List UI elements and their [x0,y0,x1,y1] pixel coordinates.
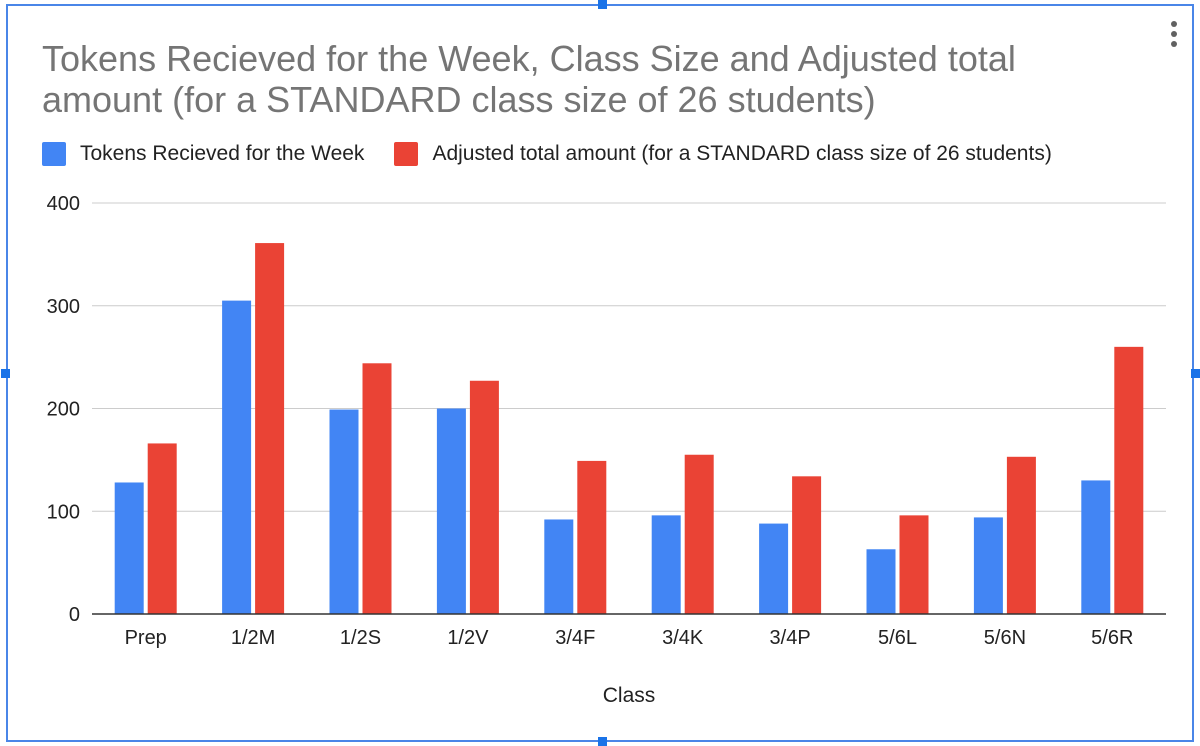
bar-series-1-3/4P[interactable] [759,523,789,614]
bar-series-1-Prep[interactable] [114,482,144,614]
x-axis-ticks: Prep 1/2M 1/2S 1/2V 3/4F 3/4K 3/4P 5/6L 5/6N 5/6R [125,627,1134,649]
y-tick-label: 100 [47,501,80,523]
x-axis-title: Class [603,684,656,707]
legend-label-series-2: Adjusted total amount (for a STANDARD cl… [432,142,1052,165]
legend-swatch-series-1 [42,142,66,166]
bar-series-2-5/6L[interactable] [899,515,929,614]
bar-series-2-5/6R[interactable] [1114,346,1144,614]
x-tick-label: 1/2V [447,627,489,649]
bar-series-2-5/6N[interactable] [1006,456,1036,614]
resize-handle-bottom[interactable] [598,737,607,746]
bars [114,243,1144,615]
bar-series-2-1/2S[interactable] [362,363,392,614]
y-tick-label: 200 [47,399,80,421]
bar-series-1-5/6L[interactable] [866,549,896,614]
bar-series-2-3/4F[interactable] [577,460,607,614]
bar-series-1-5/6N[interactable] [973,517,1003,614]
legend-item-series-2[interactable]: Adjusted total amount (for a STANDARD cl… [394,142,1052,166]
legend-item-series-1[interactable]: Tokens Recieved for the Week [42,142,364,166]
chart-title: Tokens Recieved for the Week, Class Size… [42,38,1016,120]
bar-series-2-Prep[interactable] [147,443,177,614]
chart-legend: Tokens Recieved for the Week Adjusted to… [42,140,1052,168]
bar-series-2-1/2M[interactable] [255,243,285,614]
y-tick-label: 300 [47,296,80,318]
bar-series-1-3/4K[interactable] [651,515,681,614]
x-tick-label: 1/2M [231,627,275,649]
x-tick-label: 5/6R [1091,627,1133,649]
gridlines [92,202,1166,512]
legend-label-series-1: Tokens Recieved for the Week [80,142,365,165]
y-axis-ticks: 0 100 200 300 400 [47,193,80,626]
x-tick-label: 3/4F [555,627,595,649]
chart-frame [6,4,1194,742]
bar-series-1-1/2M[interactable] [222,300,252,614]
x-tick-label: 5/6N [984,627,1026,649]
resize-handle-right[interactable] [1191,369,1200,378]
bar-series-1-3/4F[interactable] [544,519,574,614]
bar-series-1-1/2S[interactable] [329,409,359,614]
bar-series-2-3/4P[interactable] [792,476,822,614]
x-tick-label: 1/2S [340,627,381,649]
y-tick-label: 400 [47,193,80,215]
x-tick-label: 3/4P [770,627,811,649]
x-tick-label: 5/6L [878,627,917,649]
x-tick-label: 3/4K [662,627,704,649]
more-vert-icon[interactable] [1164,18,1184,52]
resize-handle-left[interactable] [1,369,10,378]
x-tick-label: Prep [125,627,167,649]
bar-series-2-3/4K[interactable] [684,454,714,614]
bar-series-1-5/6R[interactable] [1081,480,1111,614]
legend-swatch-series-2 [394,142,419,166]
y-tick-label: 0 [69,604,80,626]
bar-series-2-1/2V[interactable] [469,380,499,614]
bar-series-1-1/2V[interactable] [436,408,466,615]
resize-handle-top[interactable] [598,0,607,9]
